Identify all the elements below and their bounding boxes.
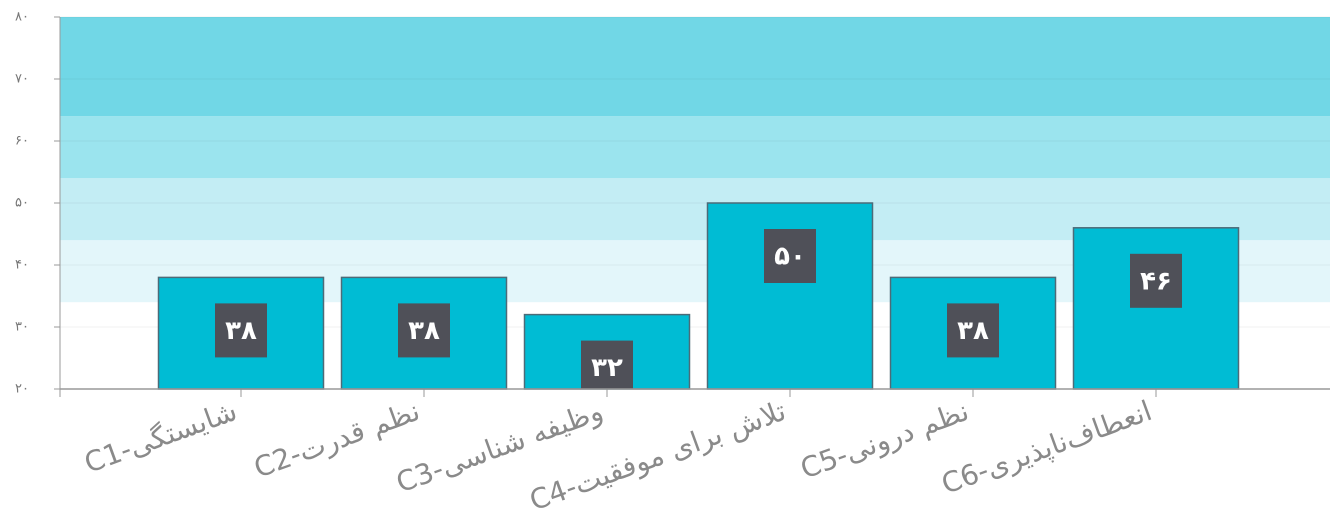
value-label-box — [764, 229, 816, 283]
plot-band — [60, 17, 1330, 117]
value-label: ۴۶ — [1140, 266, 1172, 296]
value-label-box — [398, 303, 450, 358]
y-tick-label: ۴۰ — [15, 258, 29, 273]
y-tick-label: ۶۰ — [15, 134, 29, 149]
bar — [340, 276, 508, 390]
y-tick-label: ۵۰ — [15, 196, 29, 211]
value-label-box — [947, 303, 999, 358]
x-tick-label: C6-انعطاف‌ناپذیری — [937, 394, 1156, 501]
value-label: ۳۸ — [225, 316, 257, 346]
value-label-group: ۵۰ — [764, 229, 816, 283]
value-label: ۳۸ — [408, 316, 440, 346]
x-tick-label: C1-شایستگی — [80, 394, 241, 480]
value-label-box — [581, 340, 633, 389]
value-label-group: ۳۸ — [947, 303, 999, 358]
value-label-group: ۳۸ — [215, 303, 267, 358]
bar — [889, 276, 1057, 390]
value-label-group: ۴۶ — [1130, 253, 1182, 308]
value-label: ۳۸ — [957, 316, 989, 346]
value-label-group: ۳۲ — [581, 340, 633, 389]
value-label: ۳۲ — [591, 353, 623, 383]
y-tick-label: ۲۰ — [15, 382, 29, 397]
y-tick-label: ۷۰ — [15, 72, 29, 87]
value-label-group: ۳۸ — [398, 303, 450, 358]
bar — [1072, 227, 1240, 390]
value-label-box — [215, 303, 267, 358]
y-tick-label: ۸۰ — [15, 10, 29, 25]
value-label-box — [1130, 253, 1182, 308]
plot-band — [60, 116, 1330, 179]
value-label: ۵۰ — [774, 242, 806, 272]
y-tick-label: ۳۰ — [15, 320, 29, 335]
